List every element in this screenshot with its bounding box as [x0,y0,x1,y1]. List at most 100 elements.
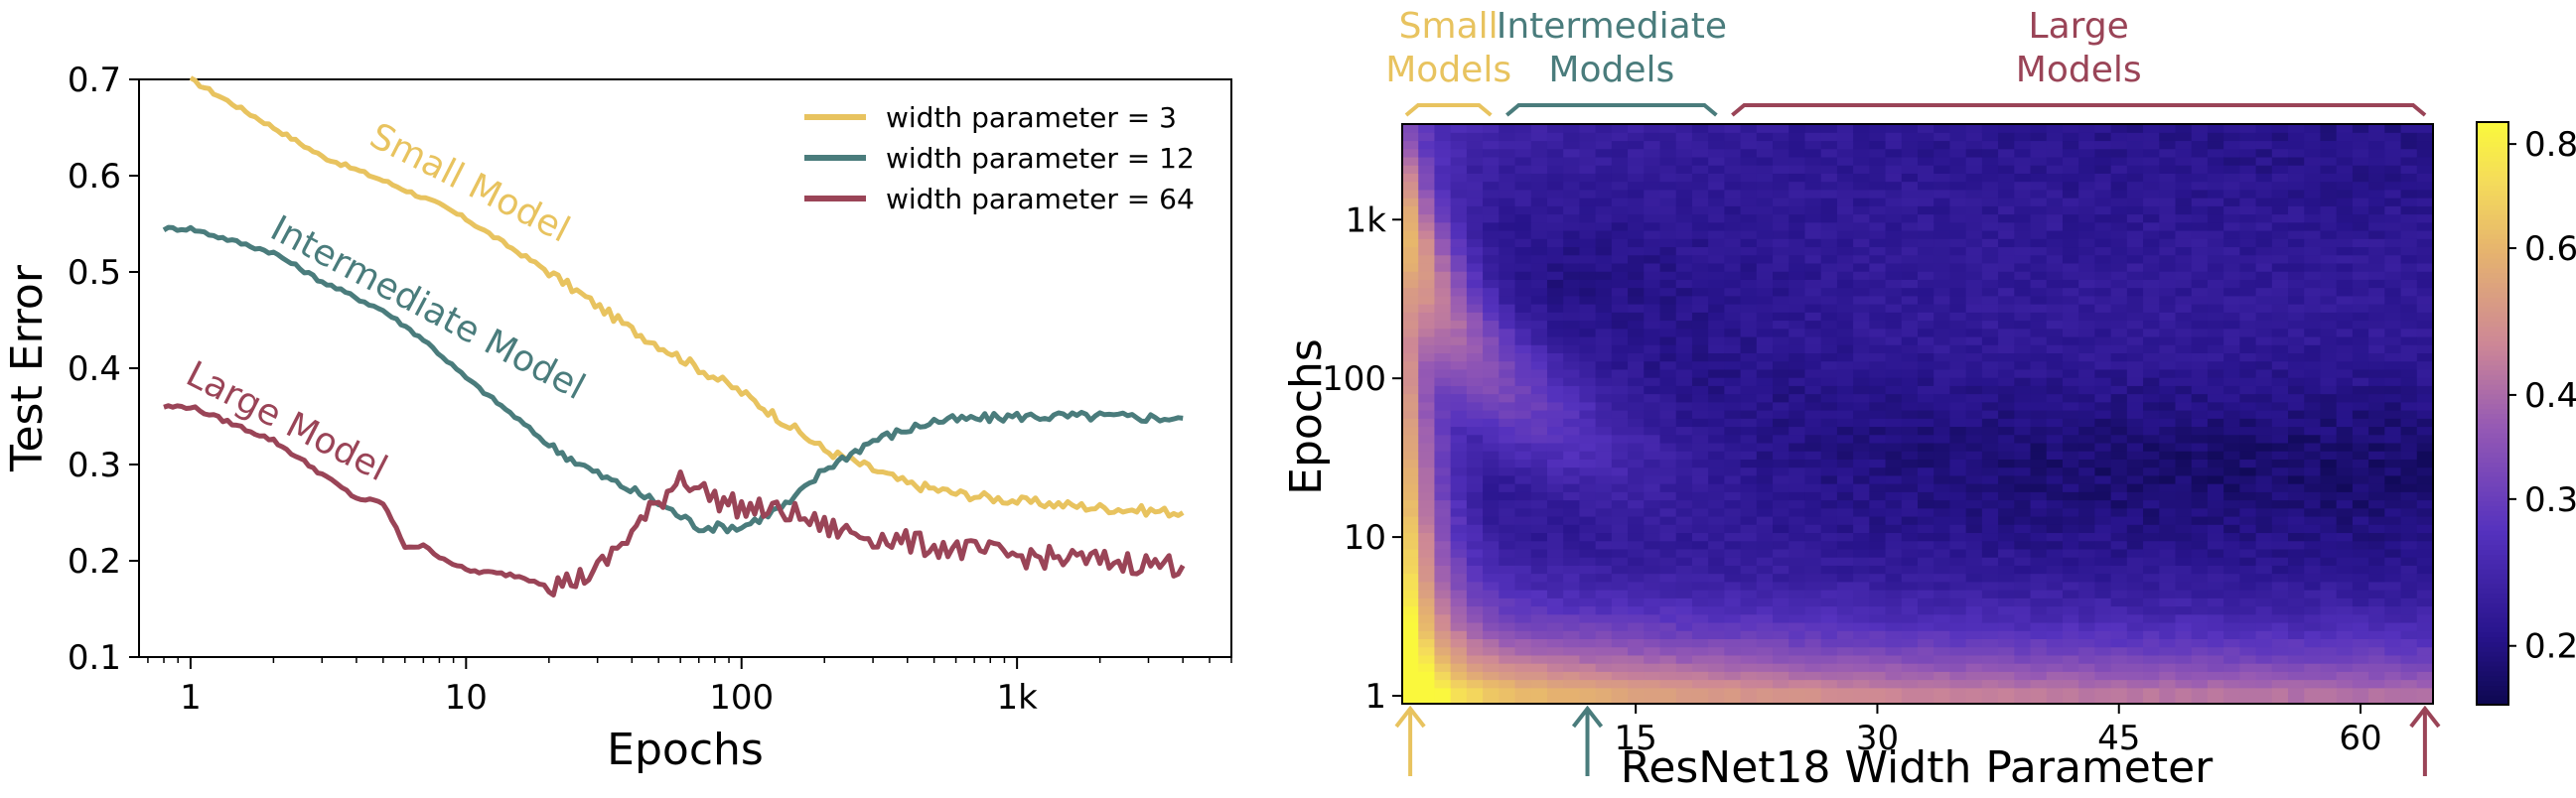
heatmap-cell [1644,442,1661,452]
heatmap-cell [1595,573,1613,583]
heatmap-cell [1901,646,1919,656]
heatmap-cell [2159,451,2177,460]
heatmap-cell [2143,344,2160,353]
heatmap-cell [1595,687,1613,705]
colorbar-segment [2477,607,2508,613]
heatmap-cell [1885,148,1903,158]
heatmap-cell [1949,459,1967,468]
heatmap-cell [1804,344,1822,353]
colorbar-segment [2477,602,2508,608]
heatmap-cell [1836,630,1854,639]
heatmap-cell [1450,262,1468,272]
heatmap-cell [1820,621,1838,631]
heatmap-cell [1530,377,1548,386]
heatmap-cell [1949,663,1967,672]
heatmap-cell [1563,671,1581,681]
heatmap-cell [1691,459,1709,468]
heatmap-cell [1499,238,1516,248]
heatmap-cell [1530,221,1548,231]
heatmap-cell [1434,165,1452,174]
colorbar-segment [2477,345,2508,351]
heatmap-cell [1483,426,1500,436]
heatmap-cell [1595,287,1613,297]
heatmap-cell [1563,638,1581,648]
heatmap-cell [2368,491,2385,501]
heatmap-cell [2255,238,2273,248]
heatmap-cell [1418,368,1436,378]
heatmap-cell [2014,254,2032,264]
heatmap-cell [2094,148,2112,158]
heatmap-cell [2239,621,2257,631]
colorbar-segment [2477,393,2508,400]
heatmap-cell [1499,221,1516,231]
heatmap-cell [1756,598,1774,607]
heatmap-cell [2271,312,2289,322]
heatmap-cell [2320,499,2338,509]
x-tick-label: 100 [709,678,774,718]
heatmap-cell [1756,189,1774,199]
heatmap-cell [2416,254,2434,264]
heatmap-cell [1644,598,1661,607]
heatmap-cell [1402,148,1419,158]
heatmap-cell [1450,132,1468,142]
heatmap-cell [1885,320,1903,330]
heatmap-cell [1773,246,1789,256]
heatmap-cell [2062,148,2079,158]
heatmap-cell [2239,368,2257,378]
heatmap-cell [2320,335,2338,345]
heatmap-cell [1644,148,1661,158]
heatmap-cell [1820,532,1838,542]
heatmap-cell [2223,598,2240,607]
heatmap-cell [2062,229,2079,239]
heatmap-cell [1659,221,1677,231]
heatmap-cell [1628,254,1645,264]
heatmap-cell [2062,295,2079,305]
heatmap-cell [1466,483,1484,492]
heatmap-cell [2384,254,2402,264]
heatmap-cell [2159,132,2177,142]
heatmap-cell [1499,638,1516,648]
heatmap-cell [1708,295,1725,305]
heatmap-cell [1949,287,1967,297]
heatmap-cell [2191,262,2209,272]
heatmap-cell [2014,515,2032,525]
heatmap-cell [1981,483,1999,492]
heatmap-cell [1450,524,1468,534]
heatmap-cell [1773,287,1789,297]
colorbar-segment [2477,282,2508,288]
heatmap-cell [2223,165,2240,174]
heatmap-cell [2368,385,2385,395]
heatmap-cell [1981,229,1999,239]
colorbar-segment [2477,665,2508,672]
heatmap-cell [1402,515,1419,525]
heatmap-cell [2320,442,2338,452]
heatmap-cell [2352,173,2369,183]
heatmap-cell [1933,271,1951,280]
heatmap-cell [1773,646,1789,656]
heatmap-cell [1998,474,2015,484]
heatmap-cell [1756,630,1774,639]
heatmap-cell [1708,287,1725,297]
colorbar-segment [2477,151,2508,157]
heatmap-cell [2030,451,2048,460]
heatmap-cell [1499,573,1516,583]
heatmap-cell [1836,385,1854,395]
heatmap-cell [2191,344,2209,353]
heatmap-cell [1659,426,1677,436]
heatmap-cell [1483,156,1500,166]
heatmap-cell [1499,140,1516,150]
heatmap-cell [2062,499,2079,509]
heatmap-cell [1773,189,1789,199]
heatmap-cell [2014,573,2032,583]
heatmap-cell [1804,181,1822,191]
heatmap-cell [2062,573,2079,583]
heatmap-cell [2368,646,2385,656]
heatmap-cell [1789,557,1806,566]
heatmap-cell [1949,515,1967,525]
heatmap-cell [2288,181,2305,191]
heatmap-cell [1740,466,1758,476]
heatmap-cell [1981,246,1999,256]
colorbar-segment [2477,262,2508,269]
heatmap-cell [1450,590,1468,598]
